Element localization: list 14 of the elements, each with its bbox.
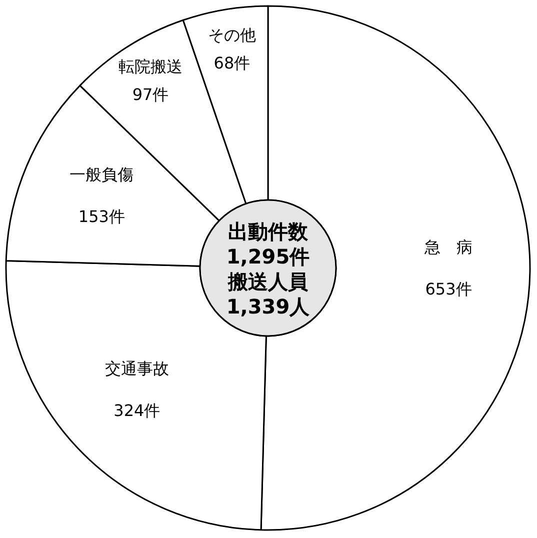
text: 搬送人員 xyxy=(227,270,309,294)
text: 出動件数 xyxy=(228,220,309,244)
data-label: 324件 xyxy=(114,401,160,420)
slice-label: 転院搬送 xyxy=(118,56,183,76)
slice-label: 交通事故 xyxy=(104,359,169,378)
slice-label: その他 xyxy=(208,26,256,45)
data-label: 68件 xyxy=(214,54,250,73)
text: 1,339人 xyxy=(226,294,311,318)
data-label: 153件 xyxy=(78,206,125,226)
data-label: 653件 xyxy=(425,279,472,298)
slice-label: 一般負傷 xyxy=(70,164,134,184)
data-label: 97件 xyxy=(132,84,169,104)
text: 1,295件 xyxy=(226,244,310,268)
slice-label: 急 病 xyxy=(424,237,473,256)
